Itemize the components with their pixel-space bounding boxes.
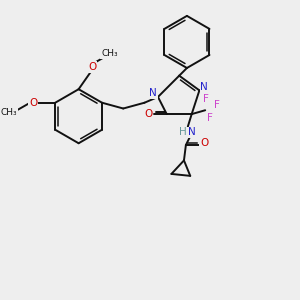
Text: O: O [200,138,208,148]
Text: N: N [188,128,196,137]
Text: O: O [29,98,37,108]
Text: CH₃: CH₃ [1,108,17,117]
Text: F: F [203,94,209,104]
Text: H: H [179,128,187,137]
Text: N: N [200,82,208,92]
Text: N: N [149,88,157,98]
Text: O: O [88,62,96,72]
Text: F: F [214,100,220,110]
Text: O: O [144,109,152,119]
Text: F: F [207,113,213,123]
Text: CH₃: CH₃ [101,49,118,58]
